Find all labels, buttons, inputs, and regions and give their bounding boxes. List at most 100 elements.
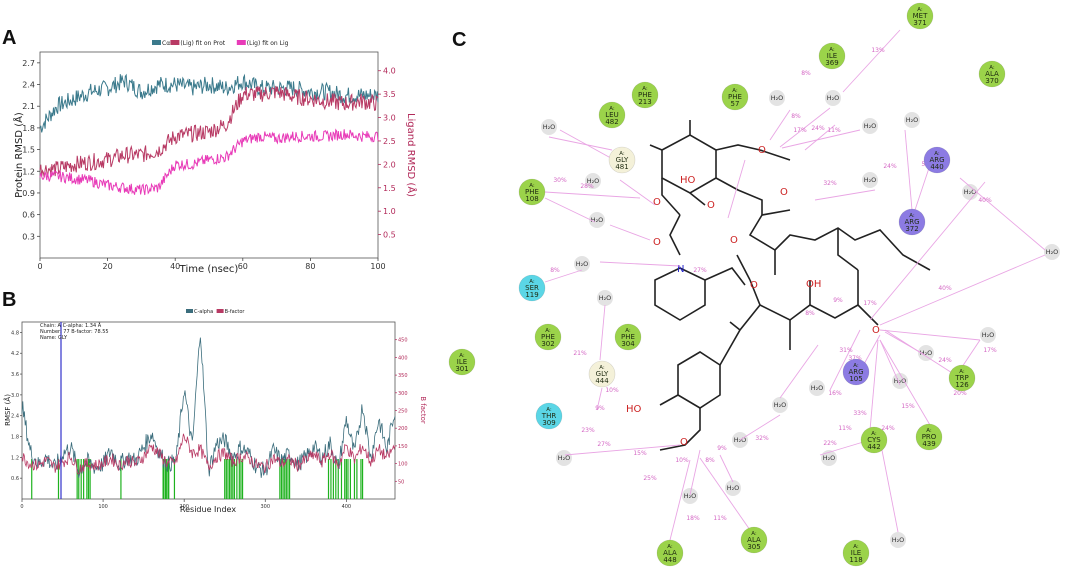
interaction-percentage: 23% (581, 427, 595, 434)
residue-name-label: ARG (848, 368, 863, 376)
chart-a-xtick-label: 0 (37, 262, 42, 271)
chart-a-xlabel: Time (nsec) (179, 264, 239, 275)
interaction-percentage: 27% (693, 267, 707, 274)
residue-number-label: 372 (905, 225, 918, 233)
interaction-percentage: 17% (983, 347, 997, 354)
chart-b-series (21, 337, 396, 478)
interaction-line (879, 254, 1046, 326)
interaction-line (959, 339, 981, 371)
interaction-percentage: 33% (853, 410, 867, 417)
chart-b-xlabel: Residue Index (180, 505, 236, 514)
water-label: H₂O (771, 94, 784, 102)
residue-circle (518, 178, 546, 206)
interaction-percentage: 17% (863, 300, 877, 307)
residue-name-label: LEU (605, 111, 618, 119)
interaction-percentage: 8% (805, 310, 815, 317)
water-label: H₂O (811, 384, 824, 392)
chart-a-legend-label: (Lig) fit on Lig (247, 40, 289, 47)
chart-a: Cα (Lig) fit on Prot (Lig) fit on Lig 0 20 4… (12, 40, 418, 275)
atom-o-ketone2: O (653, 237, 661, 248)
chart-a-legend: Cα (Lig) fit on Prot (Lig) fit on Lig (152, 40, 289, 47)
chart-a-ytick-label: 2.1 (22, 102, 35, 111)
residue-number-label: 57 (731, 100, 740, 108)
residue-chain-label: A: (599, 365, 605, 371)
residue-name-label: ARG (929, 156, 944, 164)
chart-b-y2tick-label: 150 (398, 444, 408, 450)
interaction-percentage: 40% (978, 197, 992, 204)
residue-chain-label: A: (853, 363, 859, 369)
chart-b-y2tick-label: 450 (398, 338, 408, 344)
interaction-line (599, 304, 606, 361)
water-circle (980, 327, 996, 343)
water-label: H₂O (920, 349, 933, 357)
residue-chain-label: A: (619, 151, 625, 157)
residue-name-label: ALA (663, 549, 677, 557)
chart-a-ytick-label: 2.4 (22, 81, 35, 90)
atom-o-methoxy1: O (758, 145, 766, 156)
interaction-line (599, 261, 681, 267)
residue-number-label: 439 (922, 440, 935, 448)
residue-circle (448, 348, 476, 376)
chart-a-ytick-label: 1.5 (22, 146, 35, 155)
residue-number-label: 304 (621, 340, 635, 348)
residue-number-label: 370 (985, 77, 998, 85)
chart-b-ytick-label: 4.2 (11, 351, 19, 357)
interaction-percentage: 37% (848, 355, 862, 362)
residue-chain-label: A: (732, 88, 738, 94)
residue-name-label: ILE (827, 52, 837, 60)
residue-number-label: 108 (525, 195, 538, 203)
residue-number-label: 126 (955, 381, 969, 389)
residue-number-label: 448 (663, 556, 676, 564)
residue-chain-label: A: (926, 428, 932, 434)
residue-chain-label: A: (917, 7, 923, 13)
chart-b-xtick-label: 200 (179, 504, 189, 510)
interaction-line (904, 129, 913, 211)
interaction-percentage: 9% (717, 445, 727, 452)
residue-name-label: TRP (954, 374, 968, 382)
residues: A:MET371A:ILE369A:ALA370A:PHE213A:PHE57A… (448, 2, 1006, 567)
interaction-line (544, 269, 583, 283)
water-circle (1044, 244, 1060, 260)
atom-o-ester1: O (730, 235, 738, 246)
interaction-line (689, 449, 701, 496)
residue-name-label: ARG (904, 218, 919, 226)
water-label: H₂O (864, 176, 877, 184)
chart-b-legend-swatch (216, 309, 224, 313)
interaction-percentage: 15% (633, 450, 647, 457)
water-circle (862, 118, 878, 134)
residue-name-label: ILE (851, 549, 861, 557)
residue-circle (906, 2, 934, 30)
residue-number-label: 119 (525, 291, 538, 299)
interaction-line (609, 224, 651, 241)
water-label: H₂O (591, 216, 604, 224)
residue-name-label: PHE (638, 91, 652, 99)
water-circle (809, 380, 825, 396)
residue-chain-label: A: (642, 86, 648, 92)
panel-label-b: B (2, 289, 16, 311)
interaction-arrows (544, 29, 1046, 541)
chart-b-xtick-label: 100 (98, 504, 108, 510)
residue-name-label: ALA (747, 536, 761, 544)
water-label: H₂O (892, 536, 905, 544)
chart-a-series-line-0 (39, 73, 379, 133)
interaction-percentage: 10% (605, 387, 619, 394)
residue-name-label: ILE (457, 358, 467, 366)
interaction-percentage: 31% (839, 347, 853, 354)
residue-chain-label: A: (545, 328, 551, 334)
interaction-percentage: 8% (801, 70, 811, 77)
interaction-line (719, 454, 734, 483)
interaction-line (842, 29, 901, 93)
residue-number-label: 118 (849, 556, 862, 564)
residue-chain-label: A: (871, 431, 877, 437)
residue-name-label: MET (913, 12, 928, 20)
residue-circle (588, 360, 616, 388)
interaction-percentage: 8% (791, 113, 801, 120)
interaction-percentage: 25% (643, 475, 657, 482)
chart-a-series (39, 73, 379, 196)
residue-name-label: SER (525, 284, 539, 292)
interaction-percentage: 9% (833, 297, 843, 304)
